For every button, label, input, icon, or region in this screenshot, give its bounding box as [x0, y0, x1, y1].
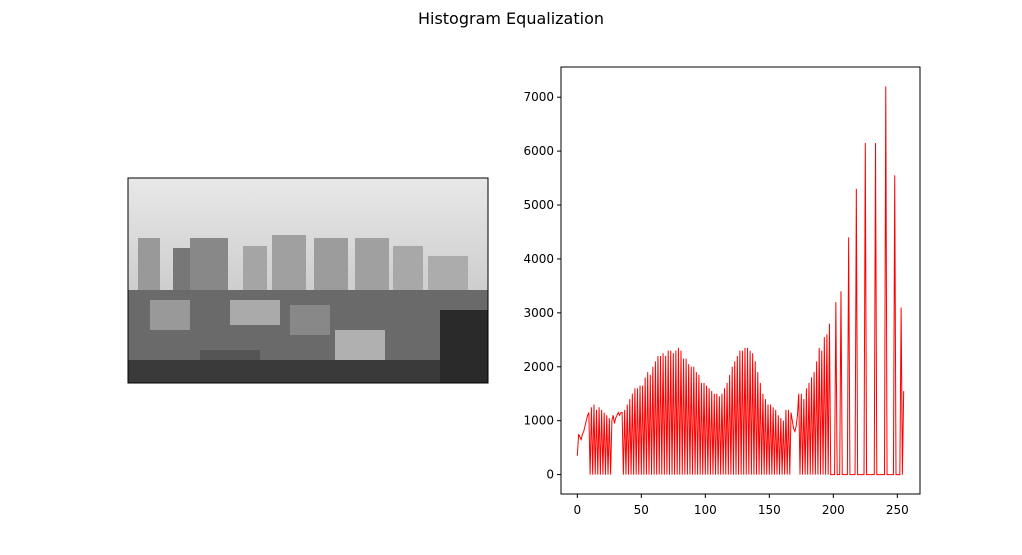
y-tick-label: 2000 — [523, 360, 554, 374]
y-tick-label: 7000 — [523, 90, 554, 104]
x-tick-label: 150 — [758, 503, 781, 517]
y-tick-label: 5000 — [523, 198, 554, 212]
y-tick-label: 0 — [546, 468, 554, 482]
axes-frame — [560, 66, 921, 495]
x-tick-label: 250 — [886, 503, 909, 517]
photo — [127, 177, 489, 384]
y-tick-label: 6000 — [523, 144, 554, 158]
y-tick-label: 4000 — [523, 252, 554, 266]
figure-title: Histogram Equalization — [418, 9, 604, 28]
x-tick-label: 200 — [822, 503, 845, 517]
y-tick-label: 3000 — [523, 306, 554, 320]
x-tick-label: 0 — [573, 503, 581, 517]
x-tick-label: 100 — [694, 503, 717, 517]
histogram-line — [576, 86, 905, 476]
x-tick-label: 50 — [634, 503, 649, 517]
histogram-axes: 0 50 100 150 200 250 0 1000 2000 3000 4000 5000 6000… — [523, 66, 921, 517]
y-tick-label: 1000 — [523, 414, 554, 428]
